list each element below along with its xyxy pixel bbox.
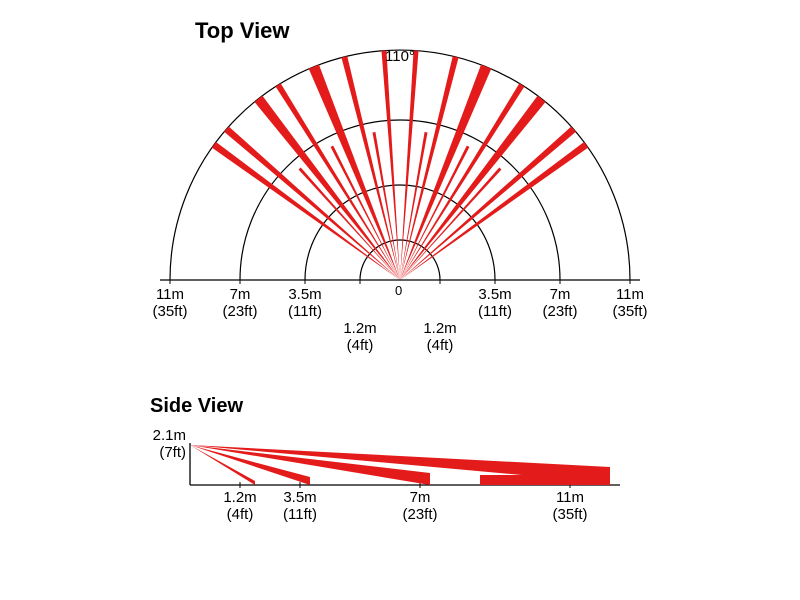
top-axis-label: 7m(23ft) bbox=[216, 286, 264, 321]
top-axis-label: 11m(35ft) bbox=[146, 286, 194, 321]
sensor-coverage-diagram: Top View 110° 01.2m(4ft)1.2m(4ft)3.5m(11… bbox=[0, 0, 800, 600]
top-axis-label: 11m(35ft) bbox=[606, 286, 654, 321]
angle-label: 110° bbox=[385, 48, 415, 65]
side-axis-label: 3.5m(11ft) bbox=[276, 489, 324, 524]
side-axis-label: 1.2m(4ft) bbox=[216, 489, 264, 524]
top-axis-label: 3.5m(11ft) bbox=[471, 286, 519, 321]
side-height-label: 2.1m(7ft) bbox=[142, 427, 186, 462]
top-axis-label: 3.5m(11ft) bbox=[281, 286, 329, 321]
side-axis-label: 11m(35ft) bbox=[546, 489, 594, 524]
top-zero-label: 0 bbox=[395, 284, 402, 299]
top-axis-label: 1.2m(4ft) bbox=[416, 320, 464, 355]
top-axis-label: 7m(23ft) bbox=[536, 286, 584, 321]
side-axis-label: 7m(23ft) bbox=[396, 489, 444, 524]
top-axis-label: 1.2m(4ft) bbox=[336, 320, 384, 355]
